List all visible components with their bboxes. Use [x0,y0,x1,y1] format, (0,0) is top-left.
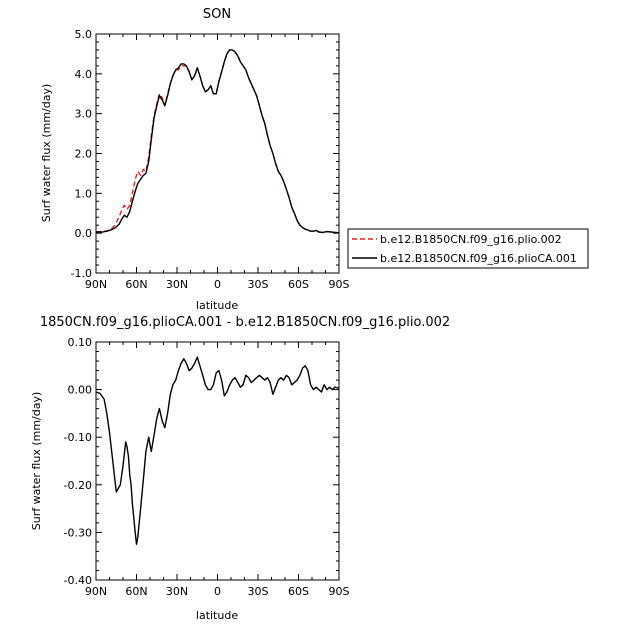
top-ytick-label: 1.0 [75,187,93,200]
top-chart-series [95,49,340,234]
bottom-xtick-label: 0 [214,585,221,598]
top-ytick-label: -1.0 [71,267,92,280]
top-xtick-label: 0 [214,278,221,291]
bottom-ytick-label: 0.10 [68,336,93,349]
bottom-chart-series [95,356,340,545]
top-xtick-label: 90S [329,278,350,291]
bottom-ytick-label: -0.30 [64,526,92,539]
top-ytick-label: 2.0 [75,148,93,161]
top-ytick-label: 0.0 [75,227,93,240]
bottom-chart-ylabel: Surf water flux (mm/day) [30,392,43,531]
bottom-chart-title: 1850CN.f09_g16.plioCA.001 - b.e12.B1850C… [40,315,450,330]
top-chart-ticks: 90N 60N 30N 0 30S 60S 90S -1.0 0.0 1.0 2.0 3.0 4.0 5.… [71,28,350,291]
legend-label-plio: b.e12.B1850CN.f09_g16.plio.002 [380,233,562,246]
bottom-xtick-label: 30N [166,585,188,598]
bottom-xtick-label: 90S [329,585,350,598]
bottom-chart-frame [95,341,340,581]
top-chart-title: SON [203,7,231,22]
bottom-xtick-label: 30S [248,585,269,598]
top-xtick-label: 30N [166,278,188,291]
bottom-xtick-label: 60S [288,585,309,598]
bottom-xtick-label: 60N [125,585,147,598]
top-chart-ylabel: Surf water flux (mm/day) [40,84,53,223]
legend-box [347,228,589,269]
bottom-series-line-0 [95,356,340,545]
legend: b.e12.B1850CN.f09_g16.plio.002 b.e12.B18… [347,228,589,269]
top-ytick-label: 4.0 [75,68,93,81]
top-xtick-label: 90N [85,278,107,291]
top-xtick-label: 60S [288,278,309,291]
bottom-ytick-label: -0.20 [64,479,92,492]
top-xtick-label: 30S [248,278,269,291]
top-chart-xlabel: latitude [196,299,238,312]
top-series-line-0 [95,49,340,234]
legend-label-plioca: b.e12.B1850CN.f09_g16.plioCA.001 [380,252,577,265]
bottom-ytick-label: 0.00 [68,384,93,397]
top-xtick-label: 60N [125,278,147,291]
top-ytick-label: 5.0 [75,28,93,41]
top-chart-frame [95,33,340,274]
bottom-ytick-label: -0.10 [64,431,92,444]
bottom-chart-ticks: 90N 60N 30N 0 30S 60S 90S -0.40 -0.30 -0.20 -0.10 0… [64,336,350,598]
bottom-chart-xlabel: latitude [196,609,238,622]
bottom-xtick-label: 90N [85,585,107,598]
top-ytick-label: 3.0 [75,108,93,121]
bottom-ytick-label: -0.40 [64,574,92,587]
top-series-line-1 [96,49,340,234]
